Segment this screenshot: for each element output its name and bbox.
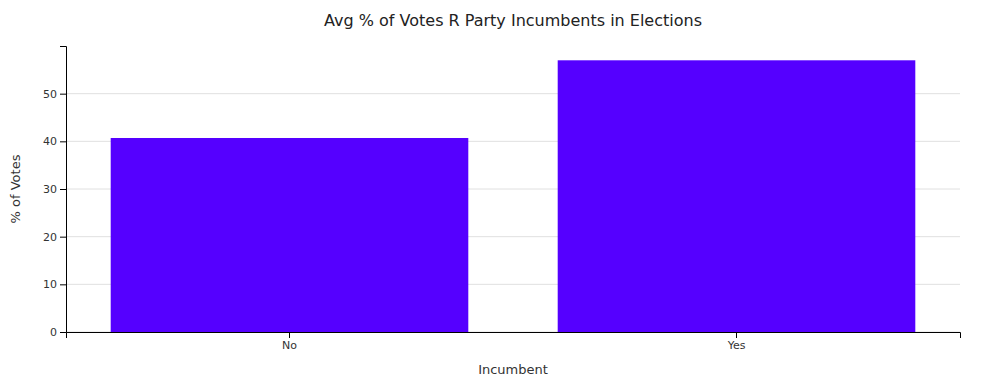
y-tick: 40	[43, 135, 66, 148]
bar	[558, 60, 916, 332]
y-tick-mark	[60, 284, 66, 285]
y-tick: 0	[50, 326, 66, 339]
x-tick: No	[282, 332, 297, 352]
y-tick-mark	[60, 237, 66, 238]
x-axis-title: Incumbent	[478, 362, 548, 377]
y-tick-label: 20	[43, 231, 57, 244]
y-tick-label: 10	[43, 278, 57, 291]
x-axis-line	[67, 333, 961, 339]
y-tick-label: 0	[50, 326, 57, 339]
y-tick-label: 30	[43, 183, 57, 196]
y-tick: 10	[43, 278, 66, 291]
y-tick: 50	[43, 88, 66, 101]
x-tick-label: Yes	[727, 339, 746, 352]
x-axis: No Yes	[67, 332, 961, 352]
y-axis: 0 10 20 30 40 50	[43, 47, 67, 340]
x-tick-mark	[736, 332, 737, 338]
y-tick-label: 50	[43, 88, 57, 101]
y-tick-mark	[60, 189, 66, 190]
bars	[111, 60, 916, 332]
chart-svg: 0 10 20 30 40 50 No Yes Avg % of Votes R Party I…	[0, 0, 984, 388]
plot-area: 0 10 20 30 40 50 No Yes	[43, 47, 961, 352]
y-tick-mark	[60, 141, 66, 142]
y-tick: 20	[43, 231, 66, 244]
y-tick: 30	[43, 183, 66, 196]
y-tick-mark	[60, 94, 66, 95]
x-tick-label: No	[282, 339, 297, 352]
y-axis-title: % of Votes	[8, 154, 23, 223]
bar	[111, 138, 469, 332]
y-tick-label: 40	[43, 135, 57, 148]
chart-container: 0 10 20 30 40 50 No Yes Avg % of Votes R Party I…	[0, 0, 984, 388]
y-axis-line	[60, 47, 67, 333]
x-tick: Yes	[727, 332, 746, 352]
x-tick-mark	[289, 332, 290, 338]
y-tick-mark	[60, 332, 66, 333]
chart-title: Avg % of Votes R Party Incumbents in Ele…	[324, 11, 702, 30]
